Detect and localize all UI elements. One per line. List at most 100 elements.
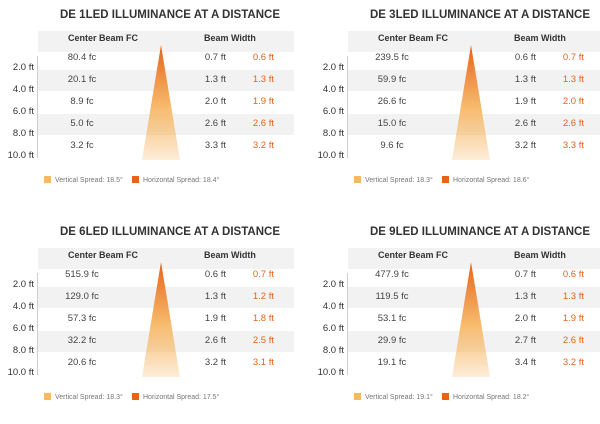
panel-title: DE 9LED ILLUMINANCE AT A DISTANCE: [370, 226, 590, 238]
center-beam-fc-value: 53.1 fc: [377, 313, 407, 324]
vertical-beam-width-value: 3.2 ft: [204, 357, 226, 368]
beam-cone-icon: [452, 262, 490, 377]
center-beam-fc-value: 19.1 fc: [377, 357, 407, 368]
distance-label: 6.0 ft: [12, 323, 34, 334]
horizontal-beam-width-value: 2.6 ft: [562, 335, 584, 346]
legend-horizontal-spread: Horizontal Spread: 18.4°: [132, 176, 219, 184]
horizontal-beam-width-value: 3.1 ft: [252, 357, 274, 368]
center-beam-fc-value: 26.6 fc: [377, 96, 407, 107]
legend-horizontal-spread: Horizontal Spread: 17.5°: [132, 393, 219, 401]
panel-title: DE 1LED ILLUMINANCE AT A DISTANCE: [60, 9, 280, 21]
vertical-beam-width-value: 3.4 ft: [514, 357, 536, 368]
legend-vertical-spread: Vertical Spread: 19.1°: [354, 393, 433, 401]
legend-label: Horizontal Spread: 18.6°: [453, 177, 530, 184]
distance-label: 8.0 ft: [12, 128, 34, 139]
distance-label: 10.0 ft: [317, 150, 344, 161]
distance-label: 8.0 ft: [322, 345, 344, 356]
legend-label: Horizontal Spread: 18.4°: [143, 177, 220, 184]
distance-label: 10.0 ft: [7, 150, 34, 161]
center-beam-fc-value: 9.6 fc: [380, 140, 404, 151]
distance-label: 4.0 ft: [12, 301, 34, 312]
center-beam-fc-value: 59.9 fc: [377, 74, 407, 85]
row-band: [38, 31, 294, 52]
illuminance-panel: DE 6LED ILLUMINANCE AT A DISTANCE Center …: [0, 217, 300, 424]
beam-width-header: Beam Width: [204, 250, 256, 260]
horizontal-spread-swatch-icon: [442, 393, 449, 400]
vertical-beam-width-value: 1.3 ft: [514, 74, 536, 85]
beam-cone-icon: [142, 45, 180, 160]
horizontal-beam-width-value: 3.2 ft: [252, 140, 274, 151]
horizontal-beam-width-value: 1.9 ft: [562, 313, 584, 324]
legend-label: Vertical Spread: 18.3°: [55, 394, 123, 401]
beam-width-header: Beam Width: [514, 33, 566, 43]
center-beam-fc-value: 515.9 fc: [65, 269, 99, 280]
distance-axis: [347, 56, 348, 158]
horizontal-spread-swatch-icon: [132, 176, 139, 183]
vertical-beam-width-value: 3.3 ft: [204, 140, 226, 151]
distance-label: 6.0 ft: [322, 323, 344, 334]
distance-label: 6.0 ft: [12, 106, 34, 117]
row-band: [38, 248, 294, 269]
vertical-beam-width-value: 1.3 ft: [204, 291, 226, 302]
distance-label: 8.0 ft: [12, 345, 34, 356]
distance-axis: [37, 273, 38, 375]
horizontal-beam-width-value: 1.3 ft: [562, 74, 584, 85]
vertical-spread-swatch-icon: [44, 393, 51, 400]
center-beam-fc-value: 20.6 fc: [67, 357, 97, 368]
vertical-beam-width-value: 2.6 ft: [204, 118, 226, 129]
vertical-beam-width-value: 1.3 ft: [514, 291, 536, 302]
distance-axis: [37, 56, 38, 158]
legend-label: Horizontal Spread: 18.2°: [453, 394, 530, 401]
center-beam-fc-value: 80.4 fc: [67, 52, 97, 63]
beam-cone-icon: [142, 262, 180, 377]
center-beam-fc-value: 20.1 fc: [67, 74, 97, 85]
legend-label: Vertical Spread: 19.1°: [365, 394, 433, 401]
distance-label: 10.0 ft: [7, 367, 34, 378]
vertical-beam-width-value: 0.7 ft: [204, 52, 226, 63]
center-beam-fc-value: 3.2 fc: [70, 140, 94, 151]
horizontal-beam-width-value: 1.2 ft: [252, 291, 274, 302]
horizontal-beam-width-value: 2.6 ft: [252, 118, 274, 129]
center-beam-fc-value: 239.5 fc: [375, 52, 409, 63]
horizontal-beam-width-value: 3.3 ft: [562, 140, 584, 151]
vertical-spread-swatch-icon: [44, 176, 51, 183]
center-beam-fc-value: 29.9 fc: [377, 335, 407, 346]
illuminance-panel: DE 9LED ILLUMINANCE AT A DISTANCE Center …: [310, 217, 600, 424]
legend-vertical-spread: Vertical Spread: 18.5°: [44, 176, 123, 184]
vertical-beam-width-value: 0.6 ft: [204, 269, 226, 280]
distance-label: 6.0 ft: [322, 106, 344, 117]
distance-label: 2.0 ft: [322, 62, 344, 73]
vertical-beam-width-value: 1.9 ft: [204, 313, 226, 324]
center-beam-fc-value: 15.0 fc: [377, 118, 407, 129]
illuminance-panel: DE 1LED ILLUMINANCE AT A DISTANCE Center …: [0, 0, 300, 207]
horizontal-spread-swatch-icon: [442, 176, 449, 183]
horizontal-beam-width-value: 0.7 ft: [252, 269, 274, 280]
distance-label: 10.0 ft: [317, 367, 344, 378]
legend-vertical-spread: Vertical Spread: 18.3°: [44, 393, 123, 401]
distance-label: 4.0 ft: [322, 301, 344, 312]
vertical-beam-width-value: 3.2 ft: [514, 140, 536, 151]
horizontal-beam-width-value: 2.6 ft: [562, 118, 584, 129]
horizontal-beam-width-value: 2.5 ft: [252, 335, 274, 346]
distance-label: 8.0 ft: [322, 128, 344, 139]
center-beam-fc-value: 5.0 fc: [70, 118, 94, 129]
distance-label: 2.0 ft: [12, 279, 34, 290]
panel-title: DE 3LED ILLUMINANCE AT A DISTANCE: [370, 9, 590, 21]
center-beam-fc-value: 8.9 fc: [70, 96, 94, 107]
center-beam-fc-value: 32.2 fc: [67, 335, 97, 346]
horizontal-beam-width-value: 1.3 ft: [562, 291, 584, 302]
vertical-beam-width-value: 2.6 ft: [204, 335, 226, 346]
vertical-beam-width-value: 2.7 ft: [514, 335, 536, 346]
vertical-spread-swatch-icon: [354, 176, 361, 183]
legend-horizontal-spread: Horizontal Spread: 18.6°: [442, 176, 529, 184]
horizontal-beam-width-value: 0.6 ft: [562, 269, 584, 280]
beam-cone-icon: [452, 45, 490, 160]
vertical-beam-width-value: 0.6 ft: [514, 52, 536, 63]
center-beam-fc-header: Center Beam FC: [68, 33, 139, 43]
row-band: [348, 31, 600, 52]
horizontal-beam-width-value: 1.9 ft: [252, 96, 274, 107]
horizontal-beam-width-value: 0.6 ft: [252, 52, 274, 63]
panel-title: DE 6LED ILLUMINANCE AT A DISTANCE: [60, 226, 280, 238]
horizontal-beam-width-value: 0.7 ft: [562, 52, 584, 63]
vertical-beam-width-value: 2.0 ft: [204, 96, 226, 107]
